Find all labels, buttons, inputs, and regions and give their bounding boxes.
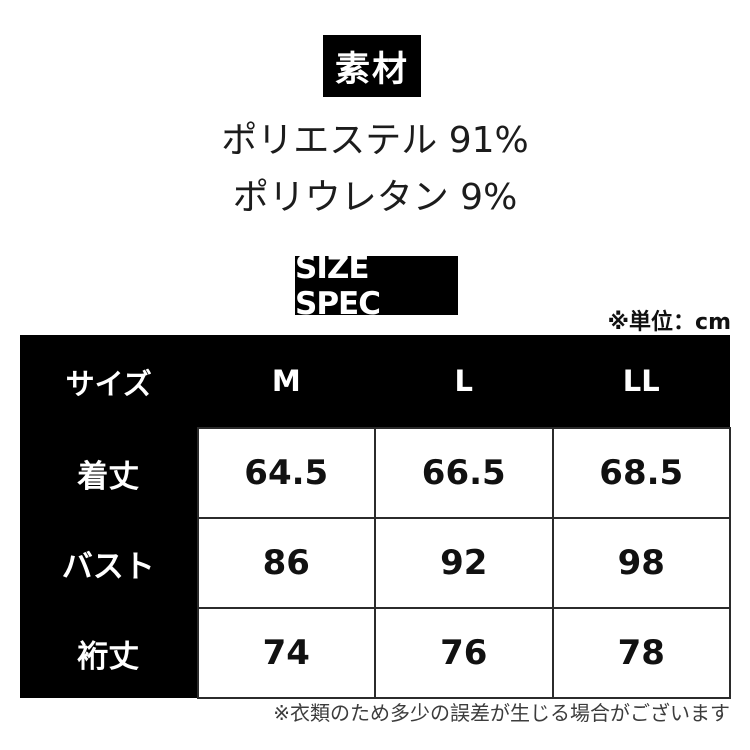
material-composition-line: ポリエステル 91% xyxy=(221,120,529,161)
size-value-cell: 64.5 xyxy=(196,427,376,519)
size-value-cell: 92 xyxy=(374,517,554,609)
size-table-header-row: サイズ M L LL xyxy=(20,335,730,428)
size-table-header-cell-l: L xyxy=(375,335,553,428)
unit-note: ※単位：cm xyxy=(607,310,731,335)
size-value-cell: 86 xyxy=(196,517,376,609)
size-spec-heading-box: SIZE SPEC xyxy=(295,250,458,322)
row-label-cell: バスト xyxy=(20,518,198,608)
size-value-cell: 74 xyxy=(196,607,376,699)
disclaimer-note: ※衣類のため多少の誤差が生じる場合がございます xyxy=(273,701,730,725)
size-spec-table: サイズ M L LL 着丈 64.5 66.5 68.5 バスト 86 92 9… xyxy=(20,335,731,699)
row-label-cell: 裄丈 xyxy=(20,608,198,698)
size-table-row-length: 着丈 64.5 66.5 68.5 xyxy=(20,427,731,519)
row-label-cell: 着丈 xyxy=(20,428,198,518)
size-table-row-bust: バスト 86 92 98 xyxy=(20,517,731,609)
size-table-header-cell-ll: LL xyxy=(552,335,730,428)
size-value-cell: 66.5 xyxy=(374,427,554,519)
size-table-row-sleeve: 裄丈 74 76 78 xyxy=(20,607,731,699)
size-table-header-cell-size: サイズ xyxy=(20,335,198,428)
material-composition-line: ポリウレタン 9% xyxy=(232,177,518,218)
material-heading-box: 素材 xyxy=(323,35,421,97)
size-value-cell: 68.5 xyxy=(551,427,731,519)
material-heading-label: 素材 xyxy=(334,49,409,90)
size-value-cell: 76 xyxy=(374,607,554,699)
size-value-cell: 98 xyxy=(551,517,731,609)
size-spec-heading-label: SIZE SPEC xyxy=(295,249,381,322)
size-table-header-cell-m: M xyxy=(197,335,375,428)
size-value-cell: 78 xyxy=(551,607,731,699)
